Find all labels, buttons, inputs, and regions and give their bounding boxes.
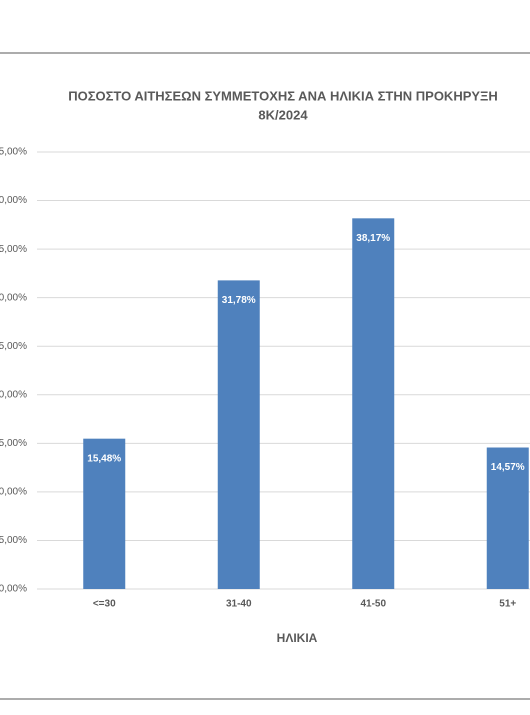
data-label: 31,78%: [222, 295, 256, 306]
y-tick-label: 10,00%: [0, 487, 27, 498]
bar: [83, 438, 126, 589]
x-tick-label: 41-50: [360, 599, 386, 610]
y-tick-label: 30,00%: [0, 292, 27, 303]
bar: [352, 218, 395, 589]
y-tick-label: 45,00%: [0, 147, 27, 158]
y-tick-label: 15,00%: [0, 438, 27, 449]
y-tick-label: 40,00%: [0, 195, 27, 206]
x-axis-title: ΗΛΙΚΙΑ: [277, 631, 318, 645]
data-label: 15,48%: [87, 453, 121, 464]
x-tick-label: 51+: [499, 599, 516, 610]
bar: [217, 280, 260, 589]
y-tick-label: 0,00%: [0, 584, 27, 595]
y-tick-label: 5,00%: [0, 535, 27, 546]
data-label: 38,17%: [356, 233, 390, 244]
data-label: 14,57%: [491, 462, 525, 473]
y-tick-label: 35,00%: [0, 244, 27, 255]
chart-title: 8Κ/2024: [258, 107, 308, 122]
bar: [486, 447, 529, 589]
x-tick-label: 31-40: [226, 599, 252, 610]
y-tick-label: 20,00%: [0, 389, 27, 400]
x-tick-label: <=30: [93, 599, 116, 610]
y-tick-label: 25,00%: [0, 341, 27, 352]
chart-title: ΠΟΣΟΣΤΟ ΑΙΤΗΣΕΩΝ ΣΥΜΜΕΤΟΧΗΣ ΑΝΑ ΗΛΙΚΙΑ Σ…: [68, 88, 498, 103]
